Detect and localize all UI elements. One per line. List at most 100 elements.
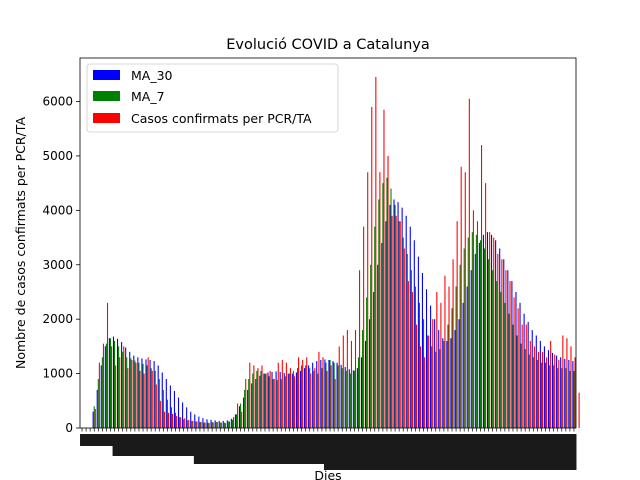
bar-2-53 (298, 357, 300, 428)
bar-1-49 (280, 379, 282, 428)
bar-1-98 (479, 240, 481, 428)
x-tick-label-mark (344, 434, 349, 470)
bar-2-4 (98, 362, 100, 428)
x-tick-label-mark (104, 434, 109, 446)
bar-0-112 (535, 335, 537, 428)
bar-2-96 (472, 210, 474, 428)
bar-0-37 (230, 418, 232, 428)
bar-1-38 (235, 414, 238, 428)
x-tick-label-mark (543, 434, 549, 470)
bar-2-23 (176, 416, 178, 428)
x-tick-label-mark (328, 434, 333, 470)
x-tick-label-mark (238, 434, 244, 464)
bar-1-55 (305, 365, 307, 428)
bar-0-96 (470, 270, 472, 428)
bar-1-35 (223, 422, 225, 428)
bar-1-61 (329, 359, 331, 428)
x-tick-label-mark (132, 434, 138, 456)
bar-1-117 (557, 368, 559, 428)
bar-0-102 (495, 240, 497, 428)
bar-0-5 (100, 365, 102, 428)
x-tick-label-mark (169, 434, 174, 456)
x-tick-label-mark (80, 434, 85, 446)
bar-2-13 (135, 362, 137, 428)
bar-0-50 (283, 373, 285, 428)
bar-1-52 (292, 370, 294, 428)
bar-1-70 (366, 297, 368, 428)
legend-swatch-ma30 (93, 70, 120, 80)
bar-2-92 (456, 221, 458, 428)
bar-1-20 (162, 389, 164, 428)
x-tick-label-mark (397, 434, 402, 470)
bar-2-37 (233, 417, 235, 428)
bar-0-40 (243, 397, 245, 428)
bar-0-16 (145, 359, 147, 428)
x-tick-label-mark (100, 434, 105, 446)
bar-0-75 (385, 221, 387, 428)
bar-2-102 (497, 253, 499, 428)
bar-1-17 (150, 368, 152, 428)
bar-1-51 (288, 373, 290, 428)
bar-2-43 (257, 368, 259, 428)
bar-0-100 (486, 232, 489, 428)
bar-0-90 (446, 340, 448, 428)
y-ticks-group: 0 1000 2000 3000 4000 5000 6000 (42, 95, 80, 435)
bar-2-62 (334, 379, 336, 428)
bar-2-69 (363, 226, 365, 428)
x-tick-label-mark (441, 434, 447, 470)
bar-2-34 (220, 422, 222, 428)
bar-1-54 (301, 365, 303, 428)
bar-1-121 (573, 370, 575, 428)
bar-1-29 (199, 422, 201, 428)
x-tick-label-mark (279, 434, 284, 464)
bar-0-97 (474, 253, 476, 428)
x-tick-label-mark (165, 434, 170, 456)
legend-frame (86, 63, 339, 133)
bar-1-5 (101, 357, 103, 428)
bar-2-6 (106, 302, 109, 428)
bar-0-48 (275, 371, 277, 428)
x-tick-label-mark (389, 434, 394, 470)
bar-1-37 (231, 419, 233, 428)
bar-0-83 (417, 256, 419, 428)
x-tick-label-mark (421, 434, 427, 470)
x-tick-label-mark (145, 434, 150, 456)
bar-1-73 (378, 199, 380, 428)
bar-0-35 (222, 420, 224, 428)
bar-1-81 (410, 270, 412, 428)
bar-2-110 (529, 340, 531, 428)
x-tick-label-mark (108, 434, 113, 446)
bar-0-17 (149, 359, 151, 428)
bar-1-62 (333, 362, 335, 428)
bar-2-120 (570, 346, 572, 428)
x-tick-label-mark (291, 434, 296, 464)
bar-1-57 (313, 370, 315, 428)
bar-2-9 (119, 357, 121, 428)
bar-2-112 (537, 351, 539, 428)
bar-0-106 (511, 281, 513, 428)
bar-2-20 (163, 411, 165, 428)
bar-1-21 (166, 399, 168, 428)
bar-1-93 (459, 264, 461, 428)
bar-1-85 (427, 335, 429, 428)
x-tick-label-mark (242, 434, 248, 464)
bar-1-111 (532, 357, 534, 428)
bar-1-118 (561, 368, 563, 428)
bar-0-80 (405, 215, 407, 428)
x-tick-label-mark (535, 434, 540, 470)
bar-0-121 (572, 361, 574, 428)
x-tick-label-mark (563, 434, 569, 470)
bar-2-107 (517, 308, 519, 428)
bar-2-47 (273, 379, 275, 428)
x-tick-label-mark (462, 434, 467, 470)
bar-2-65 (346, 330, 348, 428)
bar-2-40 (245, 379, 247, 428)
bar-2-41 (249, 362, 251, 428)
bar-0-105 (507, 270, 509, 428)
bar-2-117 (558, 359, 560, 428)
bar-0-28 (194, 414, 196, 428)
bar-2-33 (216, 422, 218, 428)
x-tick-label-mark (141, 434, 146, 456)
bar-2-87 (436, 291, 438, 428)
x-tick-label-mark (157, 434, 162, 456)
